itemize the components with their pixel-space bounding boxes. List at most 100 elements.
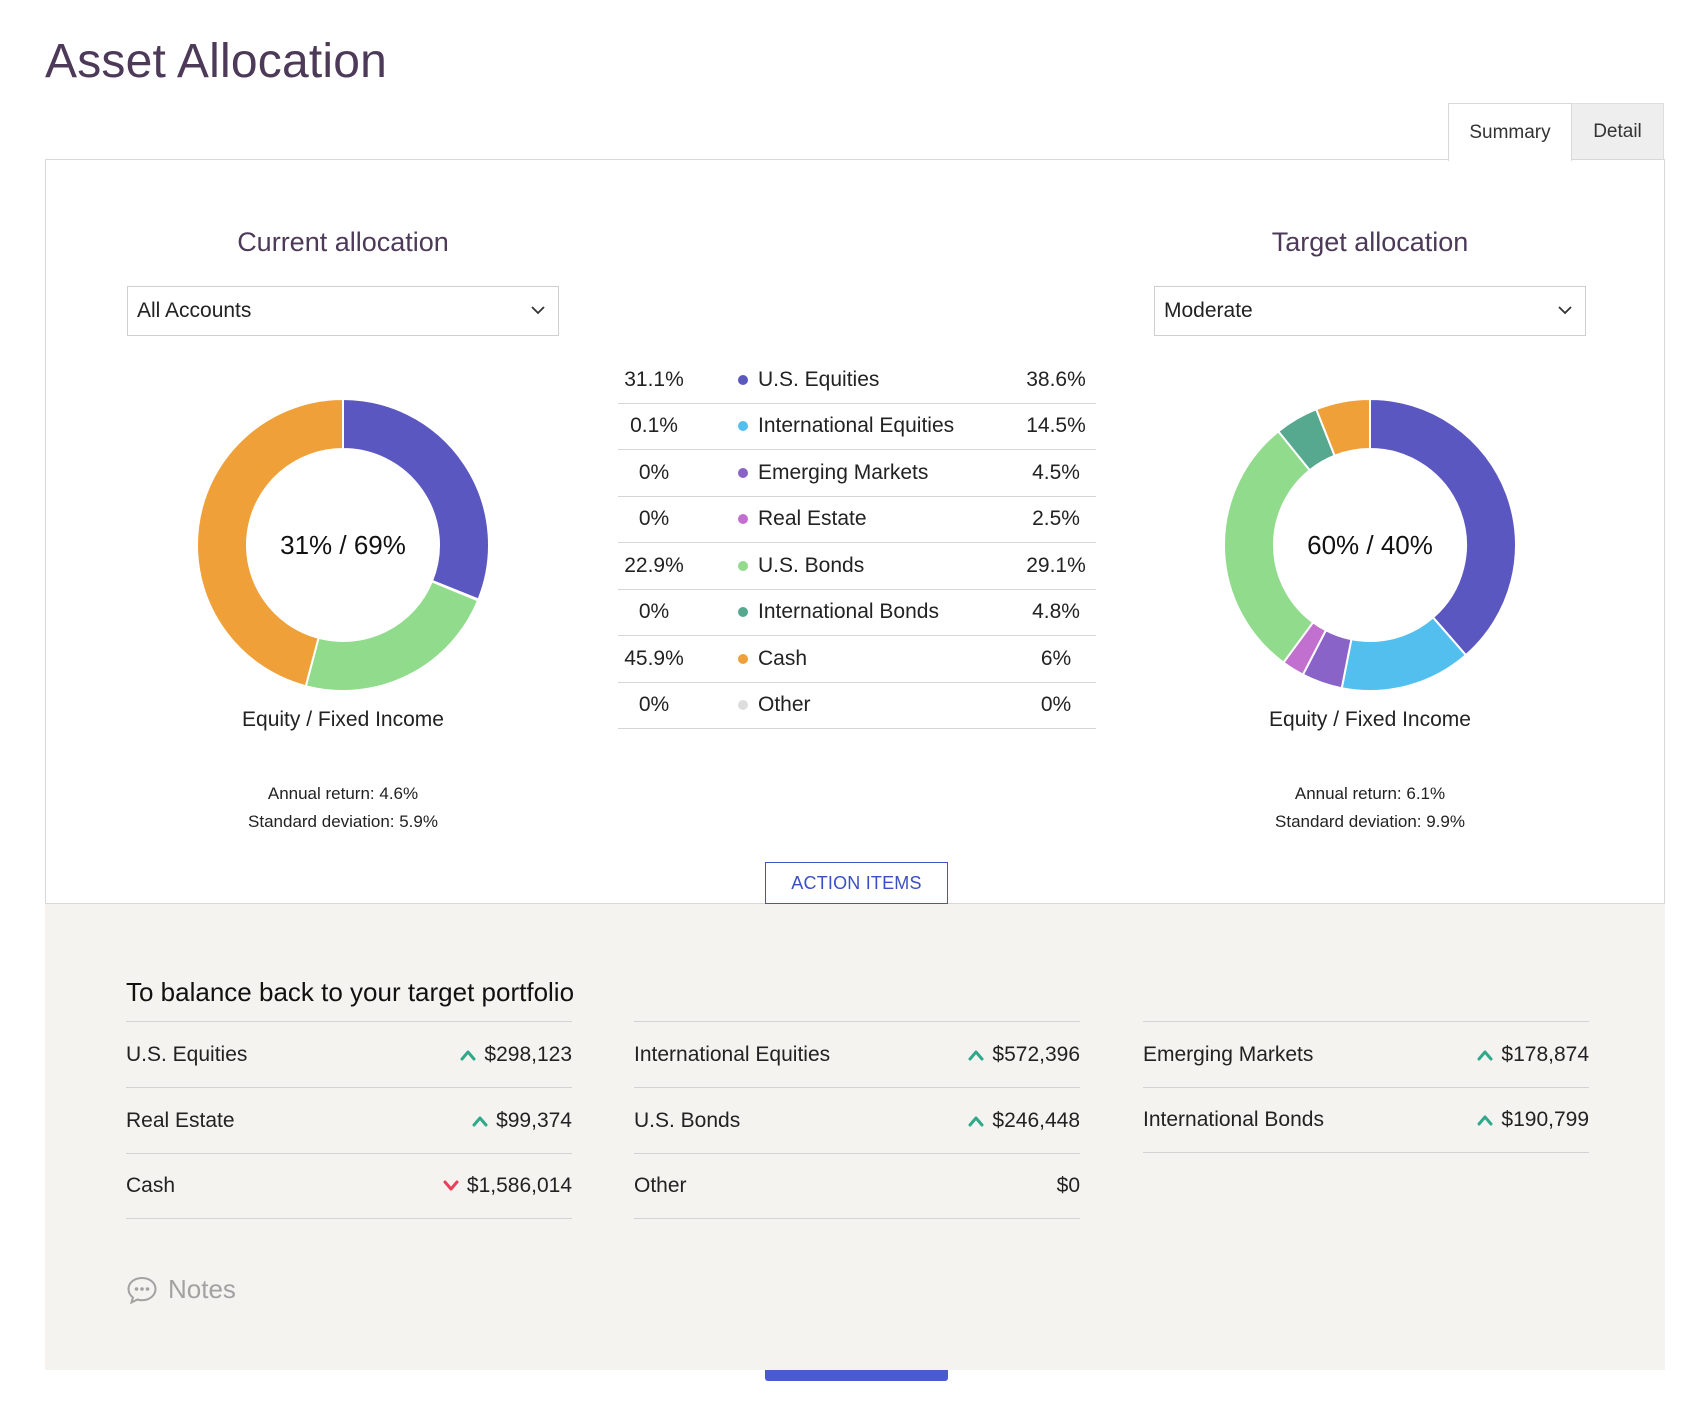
legend-current-pct: 0%	[638, 460, 670, 484]
target-ratio-label: Equity / Fixed Income	[1269, 708, 1471, 731]
rebalance-section: To balance back to your target portfolio…	[45, 904, 1665, 1370]
rebalance-amount: $298,123	[484, 1042, 572, 1066]
legend-target-pct: 4.5%	[1032, 460, 1080, 484]
legend-row: 0% Other 0%	[618, 683, 1096, 729]
rebalance-asset-name: International Bonds	[1143, 1108, 1324, 1131]
arrow-up-icon	[968, 1050, 984, 1060]
legend-current-pct: 0%	[638, 693, 670, 717]
rebalance-row: U.S. Equities $298,123	[126, 1021, 572, 1087]
donut-slice-cash	[196, 397, 344, 688]
donut-slice-u-s-bonds	[304, 580, 480, 692]
legend-dot-icon	[738, 374, 748, 385]
target-equity-fixed-ratio: 60% / 40%	[1307, 530, 1433, 560]
current-ratio-label: Equity / Fixed Income	[242, 708, 444, 731]
allocation-panel: Current allocation All Accounts 31% / 69…	[45, 159, 1665, 904]
legend-target-pct: 29.1%	[1026, 553, 1086, 577]
legend-dot-icon	[738, 653, 748, 664]
legend-dot-icon	[738, 467, 748, 478]
legend-row: 0.1% International Equities 14.5%	[618, 404, 1096, 450]
legend-row: 45.9% Cash 6%	[618, 636, 1096, 683]
rebalance-amount: $178,874	[1501, 1042, 1589, 1066]
tab-detail[interactable]: Detail	[1572, 103, 1664, 160]
rebalance-asset-name: U.S. Equities	[126, 1042, 248, 1066]
tab-summary[interactable]: Summary	[1448, 103, 1572, 161]
current-std-dev: Standard deviation: 5.9%	[248, 812, 438, 831]
current-allocation-donut	[196, 397, 490, 692]
rebalance-row: International Equities $572,396	[634, 1021, 1080, 1087]
donut-slice-u-s-equities	[1369, 397, 1517, 657]
rebalance-column-1: U.S. Equities $298,123 Real Estate $99,374…	[126, 1021, 572, 1219]
legend-dot-icon	[738, 421, 748, 432]
target-allocation-donut	[1223, 397, 1517, 692]
action-items-button[interactable]: ACTION ITEMS	[765, 862, 948, 904]
rebalance-asset-name: U.S. Bonds	[634, 1108, 741, 1132]
rebalance-asset-name: Emerging Markets	[1143, 1042, 1314, 1066]
legend-target-pct: 4.8%	[1032, 600, 1080, 624]
rebalance-row: Cash $1,586,014	[126, 1153, 572, 1219]
donut-slice-u-s-bonds	[1223, 429, 1315, 664]
rebalance-amount: $572,396	[992, 1042, 1080, 1066]
legend-target-pct: 0%	[1040, 693, 1072, 717]
rebalance-row: U.S. Bonds $246,448	[634, 1087, 1080, 1153]
notes-link[interactable]: Notes	[126, 1274, 236, 1305]
bottom-indicator-bar	[765, 1370, 948, 1381]
legend-current-pct: 22.9%	[624, 553, 684, 577]
allocation-legend-table: 31.1% U.S. Equities 38.6% 0.1% Internationa…	[618, 357, 1096, 729]
legend-target-pct: 6%	[1040, 646, 1072, 670]
rebalance-amount: $246,448	[992, 1108, 1080, 1132]
page-title: Asset Allocation	[45, 35, 388, 88]
rebalance-asset-name: Real Estate	[126, 1108, 235, 1132]
rebalance-row: International Bonds $190,799	[1143, 1087, 1589, 1153]
legend-row: 0% International Bonds 4.8%	[618, 590, 1096, 636]
target-allocation-title: Target allocation	[1271, 227, 1469, 257]
donut-slice-u-s-equities	[342, 397, 490, 601]
legend-asset-name: U.S. Bonds	[758, 553, 865, 577]
chevron-down-icon	[531, 306, 545, 315]
rebalance-asset-name: International Equities	[634, 1042, 831, 1066]
target-model-select[interactable]: Moderate	[1154, 286, 1586, 336]
rebalance-amount: $99,374	[496, 1108, 572, 1132]
rebalance-asset-name: Cash	[126, 1174, 176, 1197]
legend-target-pct: 2.5%	[1032, 507, 1080, 531]
rebalance-column-3: Emerging Markets $178,874 International B…	[1143, 1021, 1589, 1153]
legend-dot-icon	[738, 700, 748, 711]
accounts-select-value: All Accounts	[137, 299, 252, 322]
target-std-dev: Standard deviation: 9.9%	[1275, 812, 1465, 831]
arrow-down-icon	[443, 1180, 459, 1191]
arrow-up-icon	[968, 1116, 984, 1126]
legend-asset-name: Emerging Markets	[758, 460, 929, 484]
rebalance-amount: $1,586,014	[466, 1174, 572, 1197]
legend-current-pct: 45.9%	[624, 646, 684, 670]
arrow-up-icon	[472, 1116, 488, 1126]
legend-dot-icon	[738, 607, 748, 618]
legend-current-pct: 0.1%	[630, 414, 678, 438]
legend-asset-name: U.S. Equities	[758, 367, 880, 391]
rebalance-amount: $190,799	[1501, 1108, 1589, 1131]
legend-current-pct: 31.1%	[624, 367, 684, 391]
target-stats: Annual return: 6.1% Standard deviation: …	[1154, 780, 1586, 836]
rebalance-row: Real Estate $99,374	[126, 1087, 572, 1153]
current-allocation-title: Current allocation	[237, 227, 449, 257]
legend-row: 31.1% U.S. Equities 38.6%	[618, 357, 1096, 404]
legend-asset-name: Cash	[758, 646, 808, 670]
legend-current-pct: 0%	[638, 507, 670, 531]
current-annual-return: Annual return: 4.6%	[267, 784, 419, 803]
legend-row: 0% Real Estate 2.5%	[618, 497, 1096, 543]
arrow-up-icon	[1477, 1050, 1493, 1060]
legend-asset-name: International Bonds	[758, 600, 939, 624]
legend-asset-name: International Equities	[758, 414, 955, 438]
legend-current-pct: 0%	[638, 600, 670, 624]
legend-row: 0% Emerging Markets 4.5%	[618, 450, 1096, 497]
legend-dot-icon	[738, 514, 748, 525]
accounts-select[interactable]: All Accounts	[127, 286, 559, 336]
rebalance-row: Other $0	[634, 1153, 1080, 1219]
donut-slice-cash	[1314, 397, 1371, 458]
target-select-value: Moderate	[1164, 299, 1253, 322]
rebalance-row: Emerging Markets $178,874	[1143, 1021, 1589, 1087]
current-equity-fixed-ratio: 31% / 69%	[280, 530, 406, 560]
target-annual-return: Annual return: 6.1%	[1294, 784, 1446, 803]
legend-asset-name: Other	[758, 693, 811, 717]
legend-row: 22.9% U.S. Bonds 29.1%	[618, 543, 1096, 590]
legend-target-pct: 38.6%	[1026, 367, 1086, 391]
rebalance-column-2: International Equities $572,396 U.S. Bond…	[634, 1021, 1080, 1219]
